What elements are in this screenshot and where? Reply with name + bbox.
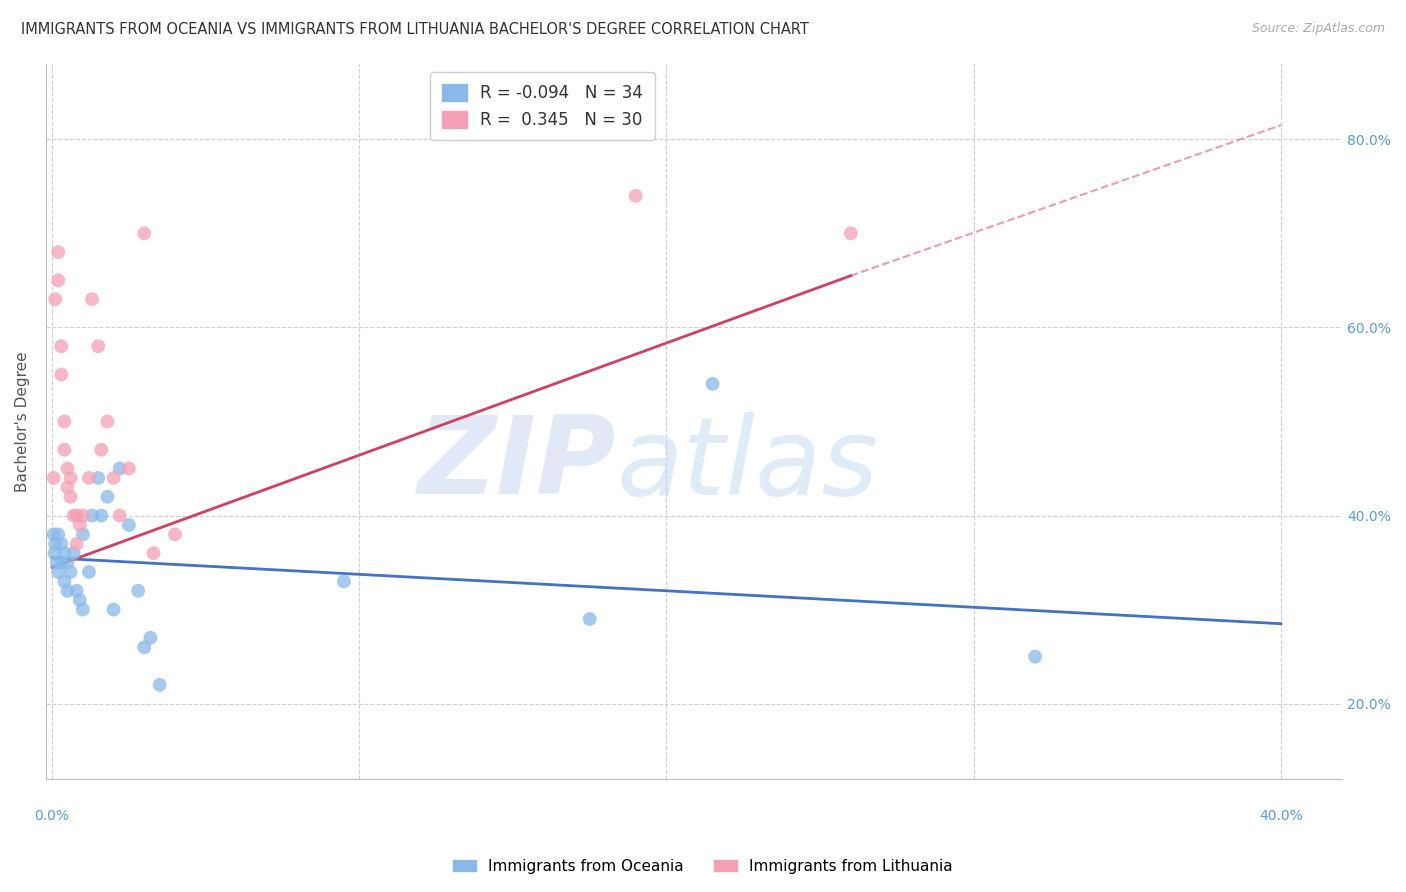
Point [87,471,110,485]
Point [839,227,862,241]
Point [42,527,65,541]
Point [44,292,66,306]
Point [56,461,79,475]
Text: IMMIGRANTS FROM OCEANIA VS IMMIGRANTS FROM LITHUANIA BACHELOR'S DEGREE CORRELATI: IMMIGRANTS FROM OCEANIA VS IMMIGRANTS FR… [21,22,808,37]
Legend: Immigrants from Oceania, Immigrants from Lithuania: Immigrants from Oceania, Immigrants from… [447,853,959,880]
Point [624,188,647,202]
Point [702,376,724,391]
Point [108,508,131,523]
Point [56,556,79,570]
Point [53,574,76,589]
Point [53,442,76,457]
Point [51,368,73,382]
Point [149,678,172,692]
Point [118,518,141,533]
Point [103,602,125,616]
Text: Source: ZipAtlas.com: Source: ZipAtlas.com [1251,22,1385,36]
Point [163,527,186,541]
Point [96,490,118,504]
Point [46,565,69,579]
Point [69,518,91,533]
Point [118,461,141,475]
Text: 40.0%: 40.0% [1258,809,1303,823]
Point [59,490,82,504]
Text: atlas: atlas [616,412,879,516]
Point [77,471,100,485]
Point [80,508,103,523]
Point [46,245,69,260]
Point [66,583,89,598]
Point [42,471,65,485]
Point [53,546,76,560]
Point [578,612,600,626]
Point [80,292,103,306]
Point [142,546,165,560]
Point [62,546,84,560]
Point [127,583,149,598]
Point [139,631,162,645]
Point [72,602,94,616]
Text: 0.0%: 0.0% [35,809,70,823]
Point [46,273,69,287]
Point [44,537,66,551]
Point [59,471,82,485]
Point [51,339,73,353]
Point [87,339,110,353]
Point [134,640,156,655]
Point [46,527,69,541]
Point [108,461,131,475]
Point [103,471,125,485]
Point [59,565,82,579]
Point [44,546,66,560]
Point [96,415,118,429]
Point [56,480,79,494]
Point [1024,649,1046,664]
Point [77,565,100,579]
Point [72,527,94,541]
Y-axis label: Bachelor's Degree: Bachelor's Degree [15,351,30,491]
Point [66,537,89,551]
Point [134,227,156,241]
Point [62,508,84,523]
Point [51,556,73,570]
Point [90,442,112,457]
Point [333,574,356,589]
Text: ZIP: ZIP [418,411,616,517]
Point [53,415,76,429]
Point [72,508,94,523]
Point [51,537,73,551]
Point [90,508,112,523]
Point [56,583,79,598]
Point [45,556,67,570]
Point [69,593,91,607]
Legend: R = -0.094   N = 34, R =  0.345   N = 30: R = -0.094 N = 34, R = 0.345 N = 30 [430,72,655,140]
Point [66,508,89,523]
